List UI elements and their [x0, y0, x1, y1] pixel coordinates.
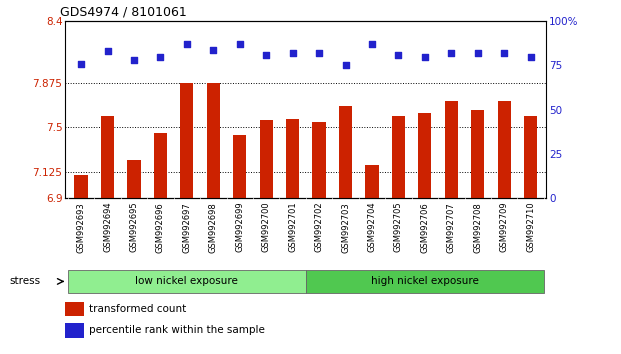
Bar	[312, 121, 325, 198]
Text: GSM992694: GSM992694	[103, 202, 112, 252]
Text: GSM992709: GSM992709	[500, 202, 509, 252]
Text: GSM992699: GSM992699	[235, 202, 244, 252]
Text: stress: stress	[9, 276, 40, 286]
Text: GSM992698: GSM992698	[209, 202, 218, 252]
Point	[129, 57, 139, 63]
Text: GSM992702: GSM992702	[315, 202, 324, 252]
Point	[76, 61, 86, 67]
Bar	[180, 83, 194, 198]
Text: GSM992703: GSM992703	[341, 202, 350, 252]
Bar	[497, 102, 511, 198]
Bar	[471, 110, 484, 198]
Point	[340, 63, 350, 68]
Text: GDS4974 / 8101061: GDS4974 / 8101061	[60, 6, 187, 19]
Text: high nickel exposure: high nickel exposure	[371, 276, 479, 286]
Text: GSM992708: GSM992708	[473, 202, 483, 252]
Text: GSM992707: GSM992707	[446, 202, 456, 252]
Text: GSM992693: GSM992693	[76, 202, 86, 252]
Bar	[260, 120, 273, 198]
Point	[261, 52, 271, 58]
Text: percentile rank within the sample: percentile rank within the sample	[89, 325, 265, 336]
Bar	[365, 165, 379, 198]
Text: low nickel exposure: low nickel exposure	[135, 276, 238, 286]
Point	[102, 48, 112, 54]
Point	[155, 54, 165, 59]
Point	[235, 41, 245, 47]
Text: GSM992704: GSM992704	[368, 202, 376, 252]
Point	[525, 54, 535, 59]
Bar	[101, 116, 114, 198]
Bar	[75, 175, 88, 198]
Point	[314, 50, 324, 56]
Text: GSM992696: GSM992696	[156, 202, 165, 252]
Point	[473, 50, 483, 56]
Text: GSM992697: GSM992697	[183, 202, 191, 252]
Text: GSM992695: GSM992695	[129, 202, 138, 252]
Bar	[339, 106, 352, 198]
Bar	[68, 270, 306, 292]
Point	[446, 50, 456, 56]
Bar	[127, 160, 140, 198]
Bar	[65, 323, 84, 338]
Bar	[286, 119, 299, 198]
Bar	[233, 135, 247, 198]
Bar	[392, 116, 405, 198]
Point	[182, 41, 192, 47]
Point	[394, 52, 404, 58]
Bar	[445, 102, 458, 198]
Bar	[418, 113, 432, 198]
Point	[288, 50, 297, 56]
Text: GSM992706: GSM992706	[420, 202, 429, 252]
Bar	[207, 83, 220, 198]
Point	[420, 54, 430, 59]
Bar	[524, 116, 537, 198]
Bar	[154, 133, 167, 198]
Point	[208, 47, 218, 52]
Point	[499, 50, 509, 56]
Text: GSM992710: GSM992710	[526, 202, 535, 252]
Point	[367, 41, 377, 47]
Text: transformed count: transformed count	[89, 304, 186, 314]
Text: GSM992701: GSM992701	[288, 202, 297, 252]
Text: GSM992705: GSM992705	[394, 202, 403, 252]
Bar	[306, 270, 544, 292]
Text: GSM992700: GSM992700	[261, 202, 271, 252]
Bar	[65, 302, 84, 316]
